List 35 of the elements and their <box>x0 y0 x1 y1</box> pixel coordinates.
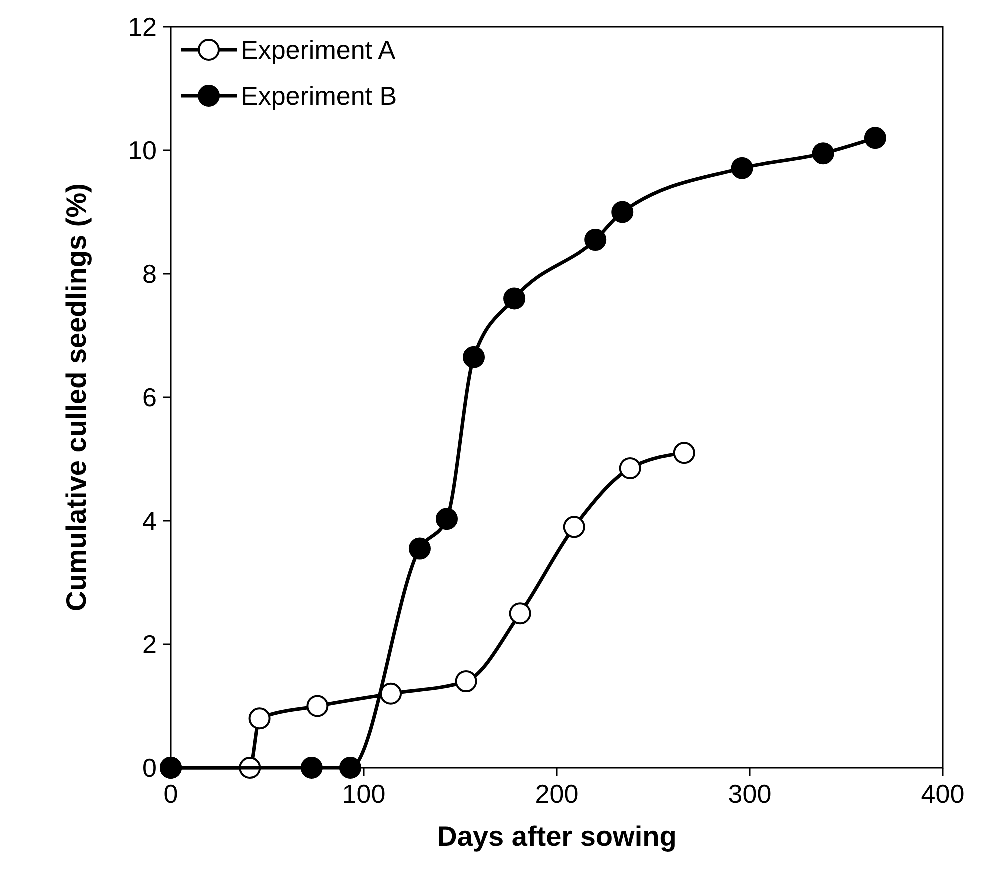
y-tick-label: 0 <box>142 753 157 783</box>
x-tick-label: 200 <box>535 779 579 809</box>
point <box>408 538 431 560</box>
point <box>300 757 323 779</box>
x-tick-label: 100 <box>342 779 386 809</box>
point <box>812 142 834 165</box>
x-tick-label: 400 <box>921 779 965 809</box>
point <box>436 508 458 530</box>
y-tick-label: 10 <box>128 136 157 166</box>
point <box>306 695 329 718</box>
point <box>509 602 532 625</box>
point <box>248 708 271 730</box>
point <box>673 442 696 464</box>
y-tick-label: 12 <box>128 12 157 42</box>
point <box>612 201 634 224</box>
point <box>463 346 486 368</box>
point <box>584 229 607 252</box>
point <box>864 127 886 150</box>
point <box>455 670 478 693</box>
point <box>339 757 362 779</box>
y-tick-label: 2 <box>142 630 157 660</box>
point <box>504 288 526 310</box>
x-axis-title: Days after sowing <box>437 821 677 852</box>
y-axis-title: Cumulative culled seedlings (%) <box>61 184 92 612</box>
x-tick-label: 300 <box>728 779 772 809</box>
point <box>731 157 754 180</box>
point <box>380 682 402 705</box>
x-tick-label: 0 <box>164 779 178 809</box>
legend-label: Experiment A <box>241 35 396 65</box>
y-tick-label: 6 <box>142 382 157 412</box>
y-tick-label: 4 <box>142 506 157 536</box>
legend-label: Experiment B <box>241 81 398 111</box>
point <box>563 516 586 538</box>
y-tick-label: 8 <box>142 259 157 289</box>
point <box>619 458 642 480</box>
